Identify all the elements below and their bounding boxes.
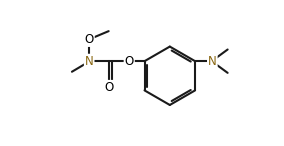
- Text: O: O: [105, 81, 114, 94]
- Text: O: O: [85, 33, 94, 46]
- Text: N: N: [208, 55, 217, 68]
- Text: O: O: [125, 55, 134, 68]
- Text: N: N: [85, 55, 93, 68]
